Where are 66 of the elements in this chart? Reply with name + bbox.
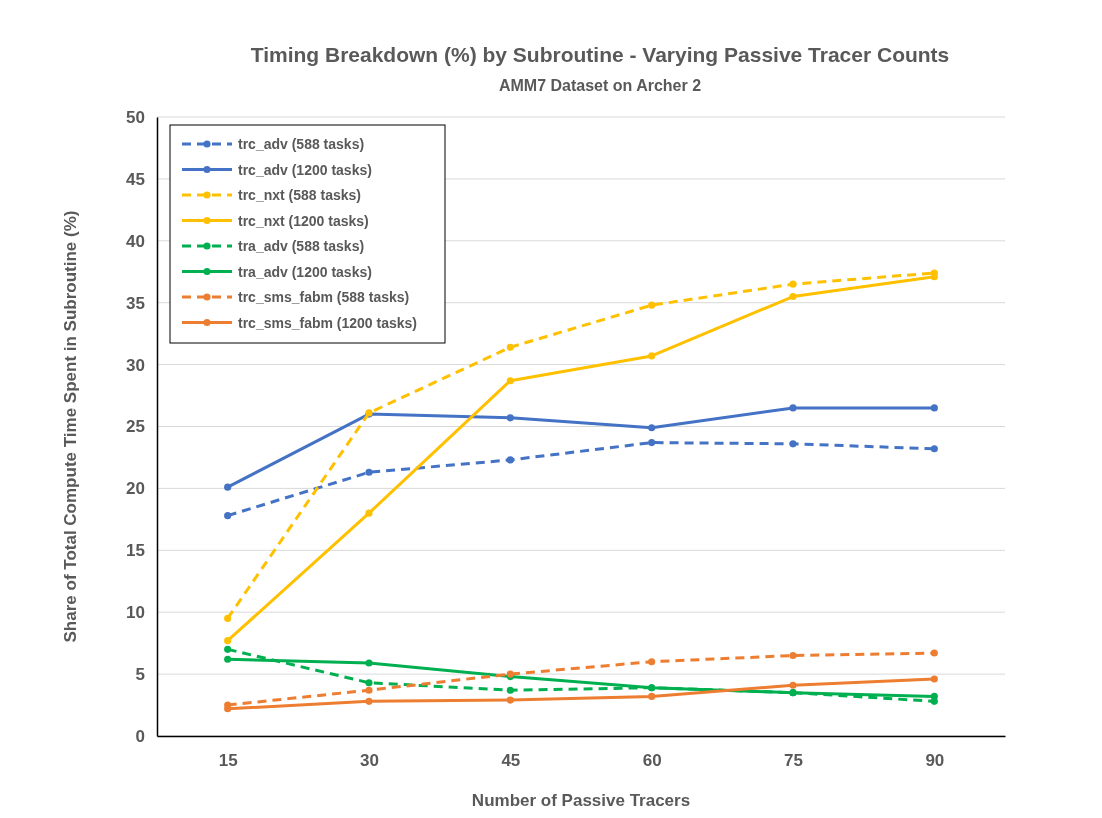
x-tick-label: 30 — [360, 751, 379, 771]
point — [648, 658, 656, 666]
legend-label: trc_sms_fabm (1200 tasks) — [238, 314, 417, 331]
point — [930, 675, 938, 683]
point — [224, 512, 232, 520]
point — [789, 292, 797, 301]
legend-label: trc_sms_fabm (588 tasks) — [238, 289, 410, 305]
y-tick-label: 15 — [126, 541, 145, 561]
chart-title: Timing Breakdown (%) by Subroutine - Varying Passive Tracer Counts — [250, 43, 950, 66]
y-tick-label: 20 — [126, 479, 145, 499]
point — [506, 377, 514, 385]
point — [365, 659, 373, 667]
point — [224, 705, 232, 713]
point — [930, 273, 938, 281]
point — [789, 280, 797, 288]
point — [224, 645, 232, 653]
point — [789, 651, 797, 660]
point — [648, 424, 656, 432]
point — [365, 686, 373, 694]
point — [648, 439, 656, 447]
point — [789, 681, 797, 689]
x-tick-label: 60 — [642, 751, 662, 771]
point — [789, 440, 797, 448]
y-tick-label: 10 — [126, 603, 145, 623]
legend-label: trc_nxt (588 tasks) — [238, 187, 361, 203]
point — [365, 679, 373, 687]
point — [930, 404, 938, 412]
y-tick-label: 35 — [126, 293, 145, 313]
y-tick-label: 5 — [135, 665, 145, 685]
legend-label: tra_adv (588 tasks) — [238, 238, 365, 254]
point — [365, 468, 373, 476]
x-tick-label: 15 — [218, 751, 238, 771]
point — [930, 649, 938, 657]
point — [365, 697, 373, 705]
y-tick-label: 30 — [126, 355, 145, 375]
point — [506, 414, 514, 422]
legend-label: trc_nxt (1200 tasks) — [238, 212, 369, 229]
x-axis-title: Number of Passive Tracers — [471, 791, 691, 810]
point — [224, 655, 232, 663]
point — [506, 456, 514, 464]
point — [789, 404, 797, 412]
point — [930, 445, 938, 453]
y-axis-title: Share of Total Compute Time Spent in Subroutine (%) — [61, 210, 80, 643]
point — [506, 343, 514, 351]
y-tick-label: 50 — [126, 107, 145, 127]
x-tick-label: 75 — [784, 751, 803, 771]
point — [648, 352, 656, 360]
point — [648, 692, 656, 700]
point — [648, 301, 656, 309]
point — [506, 696, 514, 704]
point — [224, 614, 232, 622]
y-tick-label: 25 — [126, 417, 145, 437]
point — [506, 686, 514, 694]
x-tick-label: 90 — [925, 751, 945, 771]
y-tick-label: 0 — [135, 726, 145, 746]
point — [224, 637, 232, 645]
chart-subtitle: AMM7 Dataset on Archer 2 — [498, 77, 702, 94]
legend-label: trc_adv (1200 tasks) — [238, 161, 372, 178]
point — [224, 483, 232, 491]
y-tick-label: 45 — [126, 169, 145, 189]
legend-label: trc_adv (588 tasks) — [238, 136, 365, 152]
point — [365, 509, 373, 517]
legend-label: tra_adv (1200 tasks) — [238, 263, 372, 280]
y-tick-label: 40 — [126, 231, 145, 251]
x-tick-label: 45 — [501, 751, 521, 771]
point — [930, 692, 938, 700]
